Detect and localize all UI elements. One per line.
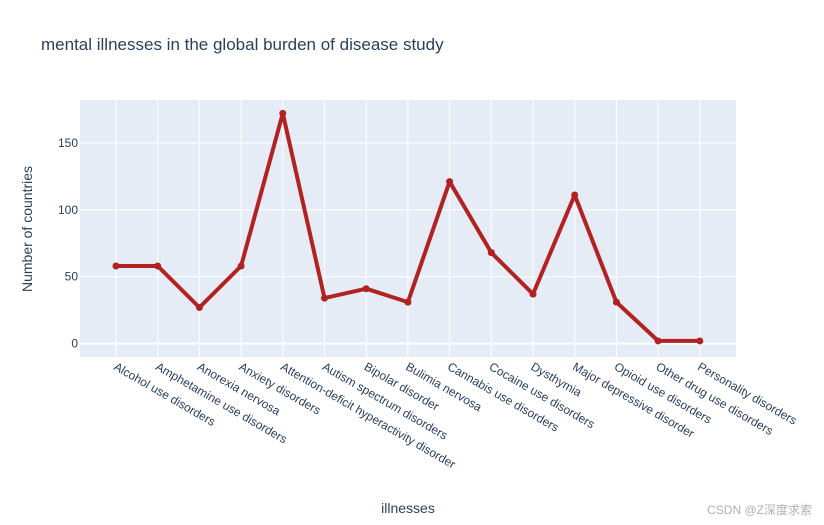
y-tick-label: 50 (65, 270, 79, 284)
y-axis-ticks: 0 50 100 150 (58, 136, 78, 351)
y-tick-label: 0 (71, 337, 78, 351)
data-point (571, 191, 579, 199)
data-point (696, 337, 704, 345)
data-point (279, 109, 287, 117)
data-point (195, 303, 203, 311)
y-tick-label: 150 (58, 136, 78, 150)
data-point (237, 262, 245, 270)
data-point (112, 262, 120, 270)
data-point (154, 262, 162, 270)
data-point (612, 298, 620, 306)
data-point (487, 249, 495, 257)
data-series (112, 109, 704, 345)
data-point (446, 178, 454, 186)
y-axis-title: Number of countries (19, 166, 35, 292)
data-point (654, 337, 662, 345)
x-axis-title: illnesses (381, 500, 435, 516)
watermark: CSDN @Z深度求索 (707, 502, 812, 517)
data-point (529, 290, 537, 298)
data-point (404, 298, 412, 306)
data-point (321, 294, 328, 302)
chart-title: mental illnesses in the global burden of… (41, 35, 444, 54)
data-point (362, 285, 370, 293)
y-tick-label: 100 (58, 203, 78, 217)
x-gridlines (115, 100, 701, 357)
